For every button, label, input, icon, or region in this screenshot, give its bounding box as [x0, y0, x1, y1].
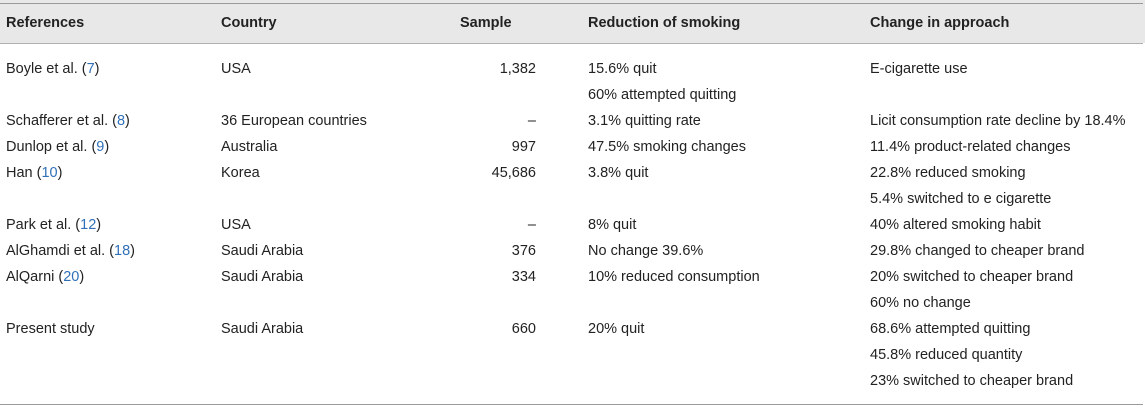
table-row-change: 45.8% reduced quantity: [870, 347, 1023, 363]
table-row-sample: 45,686: [491, 165, 536, 181]
table-row-change: 5.4% switched to e cigarette: [870, 191, 1052, 207]
table-row-reference: Park et al. (12): [6, 217, 102, 233]
header-change-in-approach: Change in approach: [870, 15, 1010, 31]
table-row-reference: Present study: [6, 321, 95, 337]
table-row-change: 22.8% reduced smoking: [870, 165, 1026, 181]
table-row-reduction: 47.5% smoking changes: [588, 139, 746, 155]
table-row-country: USA: [221, 217, 251, 233]
header-reduction-of-smoking: Reduction of smoking: [588, 15, 741, 31]
table-header-row: References Country Sample Reduction of s…: [0, 0, 1145, 43]
table-row-change: 40% altered smoking habit: [870, 217, 1041, 233]
citation-link[interactable]: 8: [116, 113, 126, 129]
table-row-country: 36 European countries: [221, 113, 367, 129]
table-row-country: Saudi Arabia: [221, 243, 304, 259]
table-row-reduction: 10% reduced consumption: [588, 269, 760, 285]
table-row-change: 60% no change: [870, 295, 971, 311]
citation-link[interactable]: 20: [63, 269, 80, 285]
table-row-sample: 334: [511, 269, 536, 285]
table-row-change: 29.8% changed to cheaper brand: [870, 243, 1085, 259]
table-row-country: USA: [221, 61, 251, 77]
header-country: Country: [221, 15, 277, 31]
table-row-reference: Schafferer et al. (8): [6, 113, 130, 129]
table-row-country: Saudi Arabia: [221, 321, 304, 337]
table-row-change: 11.4% product-related changes: [870, 139, 1071, 155]
table-row-change: 23% switched to cheaper brand: [870, 373, 1074, 389]
top-rule: [0, 3, 1143, 4]
header-rule: [0, 43, 1143, 44]
table-row-sample: 376: [511, 243, 536, 259]
header-sample: Sample: [460, 15, 512, 31]
citation-link[interactable]: 18: [114, 243, 131, 259]
table-row-change: 68.6% attempted quitting: [870, 321, 1031, 337]
table-row-reference: AlGhamdi et al. (18): [6, 243, 135, 259]
table-row-change: E-cigarette use: [870, 61, 968, 77]
table-row-reference: AlQarni (20): [6, 269, 85, 285]
table-row-change: Licit consumption rate decline by 18.4%: [870, 113, 1126, 129]
table-row-country: Australia: [221, 139, 278, 155]
table-row-reduction: 20% quit: [588, 321, 645, 337]
table-row-sample: –: [527, 113, 536, 129]
citation-link[interactable]: 7: [86, 61, 95, 77]
bottom-rule: [0, 404, 1143, 405]
table-row-reference: Boyle et al. (7): [6, 61, 100, 77]
table-row-country: Korea: [221, 165, 260, 181]
table-row-sample: 660: [511, 321, 536, 337]
table-row-sample: 1,382: [499, 61, 536, 77]
table-row-sample: 997: [511, 139, 536, 155]
table-row-reduction: 8% quit: [588, 217, 637, 233]
table-row-country: Saudi Arabia: [221, 269, 304, 285]
header-references: References: [6, 15, 85, 31]
table-row-reduction: 3.1% quitting rate: [588, 113, 701, 129]
citation-link[interactable]: 12: [80, 217, 97, 233]
table-row-change: 20% switched to cheaper brand: [870, 269, 1074, 285]
citation-link[interactable]: 9: [96, 139, 105, 155]
table-row-reduction: 15.6% quit: [588, 61, 657, 77]
table-row-reduction: No change 39.6%: [588, 243, 704, 259]
table-row-reference: Dunlop et al. (9): [6, 139, 110, 155]
table-row-reduction: 3.8% quit: [588, 165, 649, 181]
table-row-sample: –: [527, 217, 536, 233]
citation-link[interactable]: 10: [41, 165, 58, 181]
table-row-reduction: 60% attempted quitting: [588, 87, 737, 103]
table-row-reference: Han (10): [6, 165, 63, 181]
